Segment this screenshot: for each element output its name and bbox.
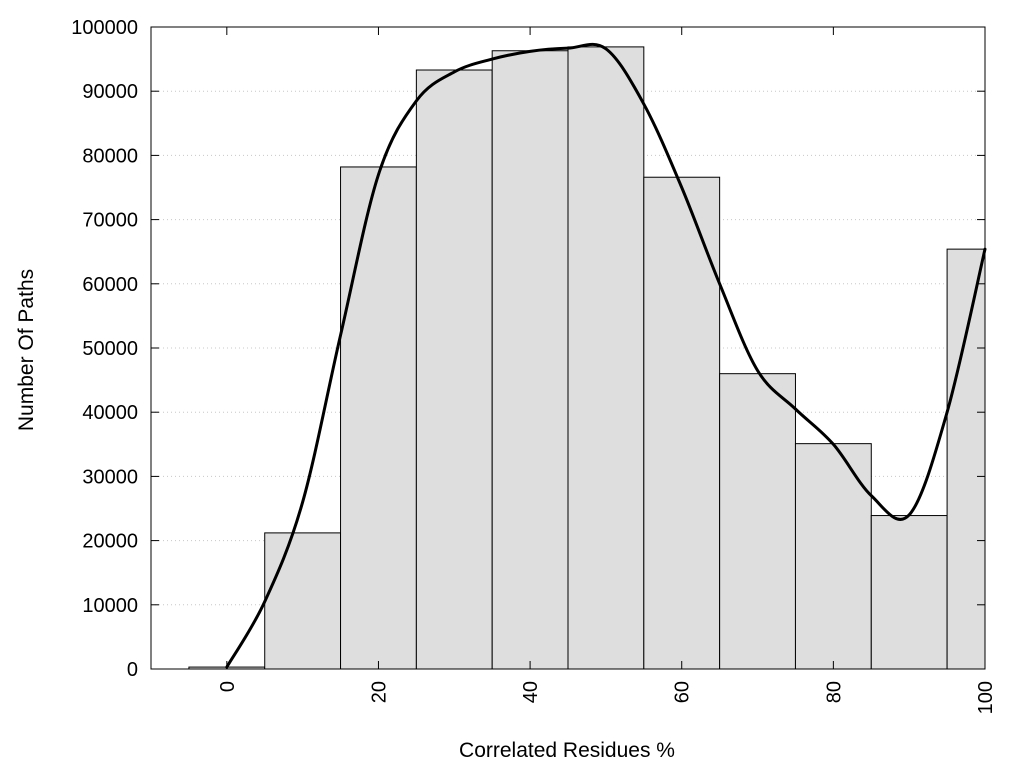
bar [567,46,645,670]
smooth-curve [225,42,987,669]
x-tick-label: 80 [823,681,845,703]
y-tick-label: 60000 [82,274,138,296]
x-axis-ticks: 0 20 40 60 80 100 [217,27,997,714]
smooth-curve-line [225,42,987,669]
bar [643,176,721,670]
x-tick-label: 20 [368,681,390,703]
y-tick-label: 50000 [82,338,138,360]
x-tick-label: 60 [672,681,694,703]
y-tick-label: 70000 [82,210,138,232]
bar [264,532,342,670]
bar [415,69,493,670]
bar [794,443,872,670]
x-tick-label: 100 [975,681,997,714]
bar [946,248,986,670]
y-tick-label: 10000 [82,595,138,617]
bar [719,373,796,670]
y-tick-label: 80000 [82,145,138,167]
bar [870,515,948,670]
y-tick-label: 0 [127,659,138,681]
bar [491,50,569,670]
x-tick-label: 0 [217,681,239,692]
y-tick-label: 20000 [82,531,138,553]
y-tick-label: 30000 [82,466,138,488]
bars [188,46,986,670]
y-axis-label: Number Of Paths [15,269,38,431]
x-axis-label: Correlated Residues % [459,739,675,762]
y-axis-ticks: 0 10000 20000 30000 40000 50000 60000 70000 8000… [71,17,985,681]
y-tick-label: 90000 [82,81,138,103]
y-tick-label: 100000 [71,17,138,39]
y-tick-label: 40000 [82,402,138,424]
bar [340,166,417,670]
x-tick-label: 40 [520,681,542,703]
